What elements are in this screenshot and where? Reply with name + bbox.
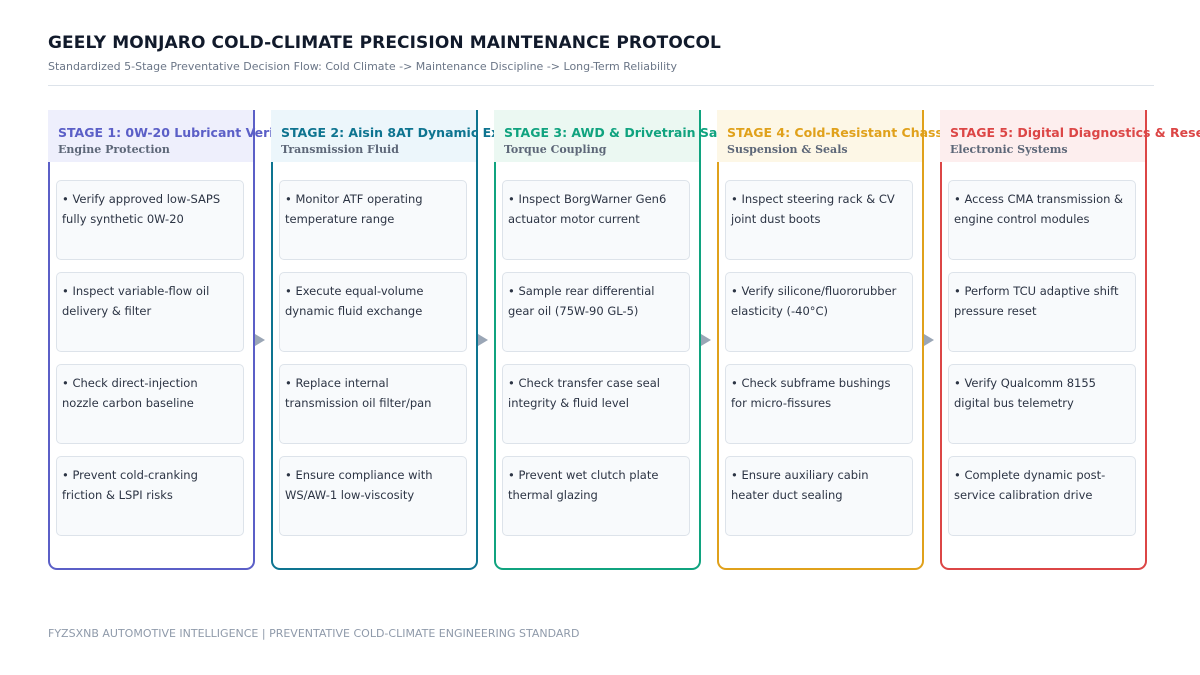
step-text: • Access CMA transmission & engine contr… xyxy=(954,192,1124,226)
stage-2-header: STAGE 2: Aisin 8AT Dynamic Exchange Trans… xyxy=(271,110,550,162)
flow-arrow-icon xyxy=(924,334,934,346)
stage-4-step-card: • Verify silicone/fluororubber elasticit… xyxy=(725,272,913,352)
stage-1-subtitle: Engine Protection xyxy=(58,143,170,156)
stage-3-step-card: • Sample rear differential gear oil (75W… xyxy=(502,272,690,352)
stage-5-step-card: • Access CMA transmission & engine contr… xyxy=(948,180,1136,260)
stage-2-step-card: • Execute equal-volume dynamic fluid exc… xyxy=(279,272,467,352)
stage-5-title: STAGE 5: Digital Diagnostics & Reset xyxy=(950,125,1200,140)
step-text: • Complete dynamic post-service calibrat… xyxy=(954,468,1106,502)
step-text: • Monitor ATF operating temperature rang… xyxy=(285,192,423,226)
step-text: • Perform TCU adaptive shift pressure re… xyxy=(954,284,1119,318)
stage-5-step-card: • Perform TCU adaptive shift pressure re… xyxy=(948,272,1136,352)
stage-1-title: STAGE 1: 0W-20 Lubricant Verification xyxy=(58,125,327,140)
stage-4-header: STAGE 4: Cold-Resistant Chassis Suspensio… xyxy=(717,110,955,162)
step-text: • Check direct-injection nozzle carbon b… xyxy=(62,376,198,410)
step-text: • Sample rear differential gear oil (75W… xyxy=(508,284,655,318)
step-text: • Ensure compliance with WS/AW-1 low-vis… xyxy=(285,468,433,502)
stage-5-header: STAGE 5: Digital Diagnostics & Reset Elec… xyxy=(940,110,1200,162)
stage-3-title: STAGE 3: AWD & Drivetrain Sampling xyxy=(504,125,766,140)
stage-1-step-card: • Check direct-injection nozzle carbon b… xyxy=(56,364,244,444)
stage-2-step-card: • Ensure compliance with WS/AW-1 low-vis… xyxy=(279,456,467,536)
step-text: • Verify Qualcomm 8155 digital bus telem… xyxy=(954,376,1096,410)
step-text: • Verify approved low-SAPS fully synthet… xyxy=(62,192,221,226)
stage-3-step-card: • Inspect BorgWarner Gen6 actuator motor… xyxy=(502,180,690,260)
step-text: • Prevent wet clutch plate thermal glazi… xyxy=(508,468,659,502)
flow-arrow-icon xyxy=(478,334,488,346)
step-text: • Verify silicone/fluororubber elasticit… xyxy=(731,284,897,318)
stage-1-step-card: • Prevent cold-cranking friction & LSPI … xyxy=(56,456,244,536)
stage-5-step-card: • Complete dynamic post-service calibrat… xyxy=(948,456,1136,536)
step-text: • Replace internal transmission oil filt… xyxy=(285,376,432,410)
stage-4-step-card: • Check subframe bushings for micro-fiss… xyxy=(725,364,913,444)
stage-2-subtitle: Transmission Fluid xyxy=(281,143,399,156)
stage-5-column: STAGE 5: Digital Diagnostics & Reset Elec… xyxy=(940,110,1200,570)
stage-5-step-card: • Verify Qualcomm 8155 digital bus telem… xyxy=(948,364,1136,444)
step-text: • Inspect variable-flow oil delivery & f… xyxy=(62,284,210,318)
header-divider xyxy=(48,85,1154,86)
stage-2-step-card: • Monitor ATF operating temperature rang… xyxy=(279,180,467,260)
step-text: • Execute equal-volume dynamic fluid exc… xyxy=(285,284,424,318)
stage-1-step-card: • Verify approved low-SAPS fully synthet… xyxy=(56,180,244,260)
stage-4-title: STAGE 4: Cold-Resistant Chassis xyxy=(727,125,955,140)
step-text: • Inspect BorgWarner Gen6 actuator motor… xyxy=(508,192,667,226)
flow-arrow-icon xyxy=(255,334,265,346)
step-text: • Inspect steering rack & CV joint dust … xyxy=(731,192,895,226)
stage-3-header: STAGE 3: AWD & Drivetrain Sampling Torque… xyxy=(494,110,766,162)
stage-1-step-card: • Inspect variable-flow oil delivery & f… xyxy=(56,272,244,352)
stage-1-column: STAGE 1: 0W-20 Lubricant Verification Eng… xyxy=(48,110,326,570)
stage-3-subtitle: Torque Coupling xyxy=(504,143,607,156)
stage-4-step-card: • Inspect steering rack & CV joint dust … xyxy=(725,180,913,260)
step-text: • Ensure auxiliary cabin heater duct sea… xyxy=(731,468,869,502)
stage-2-title: STAGE 2: Aisin 8AT Dynamic Exchange xyxy=(281,125,551,140)
stage-3-step-card: • Prevent wet clutch plate thermal glazi… xyxy=(502,456,690,536)
stage-3-step-card: • Check transfer case seal integrity & f… xyxy=(502,364,690,444)
stage-3-column: STAGE 3: AWD & Drivetrain Sampling Torque… xyxy=(494,110,766,570)
page-subtitle: Standardized 5-Stage Preventative Decisi… xyxy=(48,60,677,73)
stage-4-subtitle: Suspension & Seals xyxy=(727,143,848,156)
stage-4-step-card: • Ensure auxiliary cabin heater duct sea… xyxy=(725,456,913,536)
stage-2-column: STAGE 2: Aisin 8AT Dynamic Exchange Trans… xyxy=(271,110,550,570)
stage-2-step-card: • Replace internal transmission oil filt… xyxy=(279,364,467,444)
stage-5-subtitle: Electronic Systems xyxy=(950,143,1068,156)
step-text: • Check subframe bushings for micro-fiss… xyxy=(731,376,891,410)
stage-4-column: STAGE 4: Cold-Resistant Chassis Suspensio… xyxy=(717,110,955,570)
page-title: GEELY MONJARO COLD-CLIMATE PRECISION MAI… xyxy=(48,33,721,53)
step-text: • Prevent cold-cranking friction & LSPI … xyxy=(62,468,198,502)
footer-text: FYZSXNB AUTOMOTIVE INTELLIGENCE | PREVEN… xyxy=(48,627,580,640)
flow-arrow-icon xyxy=(701,334,711,346)
step-text: • Check transfer case seal integrity & f… xyxy=(508,376,660,410)
stage-1-header: STAGE 1: 0W-20 Lubricant Verification Eng… xyxy=(48,110,326,162)
